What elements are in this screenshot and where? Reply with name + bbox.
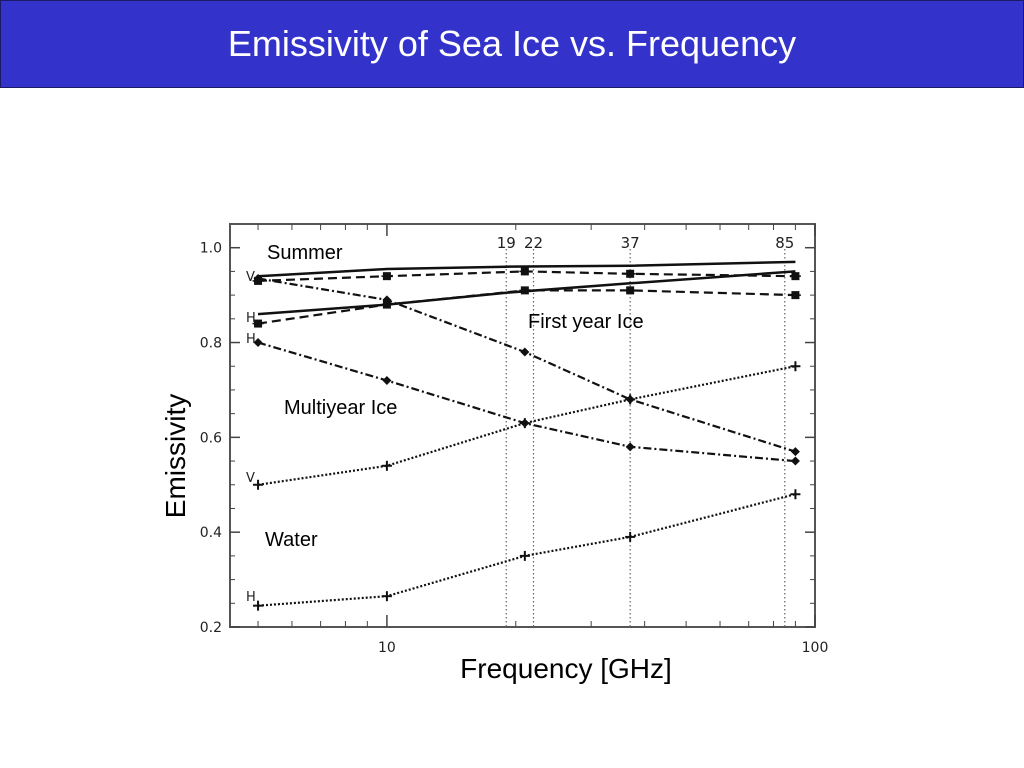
series-line-1 — [257, 270, 796, 316]
marker-diamond — [790, 456, 800, 466]
annotation-first-year-ice: First year Ice — [528, 311, 644, 333]
marker-diamond — [625, 442, 635, 452]
annotation-water: Water — [265, 529, 318, 551]
side-label-h-water: H — [246, 590, 256, 605]
slide-title: Emissivity of Sea Ice vs. Frequency — [227, 23, 797, 64]
y-axis-title: Emissivity — [160, 394, 191, 518]
side-label-h-summer: H — [246, 311, 256, 326]
annotation-summer: Summer — [267, 242, 343, 264]
x-tick-label: 10 — [378, 640, 396, 656]
y-tick-label: 0.4 — [200, 525, 222, 541]
data-markers — [252, 267, 801, 611]
plot-frame — [229, 223, 816, 628]
data-series — [257, 260, 796, 607]
title-bar: Emissivity of Sea Ice vs. Frequency — [0, 0, 1024, 88]
reference-label-37: 37 — [621, 234, 640, 252]
y-tick-label: 0.6 — [200, 430, 222, 446]
y-tick-label: 0.8 — [200, 336, 222, 352]
marker-diamond — [382, 375, 392, 385]
reference-label-19: 19 — [497, 234, 516, 252]
marker-diamond — [253, 274, 263, 284]
reference-frequency-lines: 19 22 37 85 — [497, 234, 794, 627]
series-line-7 — [257, 493, 796, 607]
series-line-0 — [257, 260, 796, 278]
x-tick-label: 100 — [802, 640, 829, 656]
x-axis-title: Frequency [GHz] — [460, 653, 672, 684]
reference-label-22: 22 — [524, 234, 543, 252]
side-label-h-multiyear: H — [246, 332, 256, 347]
side-label-v-water: V — [246, 471, 255, 486]
y-tick-label: 1.0 — [200, 241, 222, 257]
axis-ticks — [230, 224, 816, 628]
reference-label-85: 85 — [775, 234, 794, 252]
marker-diamond — [253, 338, 263, 348]
tick-labels: 0.2 0.4 0.6 0.8 1.0 10 100 — [200, 241, 829, 656]
marker-diamond — [790, 447, 800, 457]
y-tick-label: 0.2 — [200, 620, 222, 636]
marker-diamond — [520, 347, 530, 357]
marker-diamond — [382, 295, 392, 305]
annotation-multiyear-ice: Multiyear Ice — [284, 397, 397, 419]
side-label-v-summer: V — [246, 270, 255, 285]
